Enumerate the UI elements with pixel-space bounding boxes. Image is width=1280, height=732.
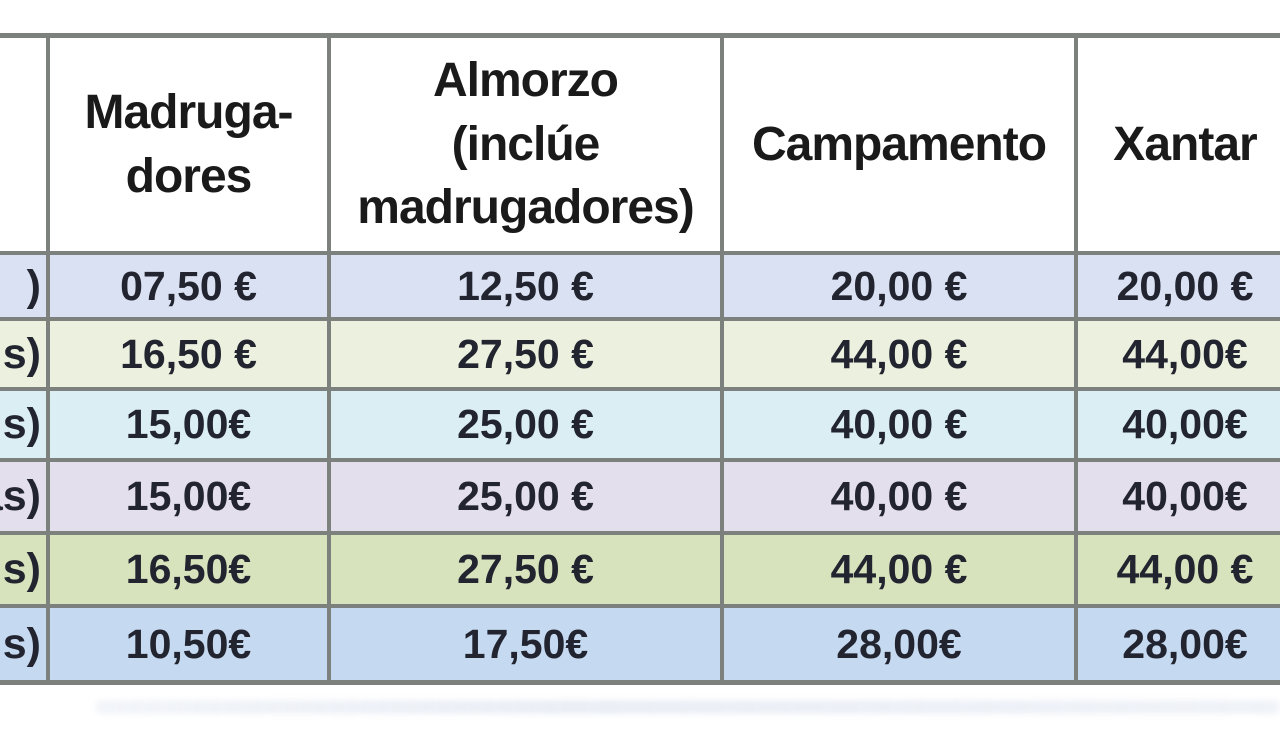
price-almorzo: 12,50 € [331,255,720,317]
price-xantar: 44,00 € [1078,535,1280,604]
price-campamento: 40,00 € [724,391,1074,458]
price-xantar: 40,00€ [1078,462,1280,531]
row-label-fragment: s) [0,321,46,387]
price-xantar: 28,00€ [1078,608,1280,680]
header-almorzo: Almorzo (inclúe madrugadores) [331,38,720,251]
price-xantar: 20,00 € [1078,255,1280,317]
price-almorzo: 27,50 € [331,321,720,387]
price-campamento: 40,00 € [724,462,1074,531]
price-xantar: 44,00€ [1078,321,1280,387]
header-madrugadores: Madruga- dores [50,38,327,251]
price-campamento: 20,00 € [724,255,1074,317]
header-xantar: Xantar [1078,38,1280,251]
row-label-fragment: s) [0,535,46,604]
header-empty [0,38,46,251]
header-campamento: Campamento [724,38,1074,251]
price-madrugadores: 16,50€ [50,535,327,604]
price-madrugadores: 15,00€ [50,391,327,458]
price-almorzo: 25,00 € [331,391,720,458]
row-label-fragment: s) [0,608,46,680]
pricing-table: Madruga- dores Almorzo (inclúe madrugado… [0,33,1280,685]
bottom-compression-artifact [95,700,1280,714]
price-madrugadores: 15,00€ [50,462,327,531]
price-madrugadores: 16,50 € [50,321,327,387]
price-madrugadores: 10,50€ [50,608,327,680]
price-almorzo: 27,50 € [331,535,720,604]
row-label-fragment: s) [0,391,46,458]
price-campamento: 28,00€ [724,608,1074,680]
price-campamento: 44,00 € [724,321,1074,387]
price-almorzo: 25,00 € [331,462,720,531]
price-almorzo: 17,50€ [331,608,720,680]
row-label-fragment: as) [0,462,46,531]
row-label-fragment: ) [0,255,46,317]
price-madrugadores: 07,50 € [50,255,327,317]
price-campamento: 44,00 € [724,535,1074,604]
price-xantar: 40,00€ [1078,391,1280,458]
